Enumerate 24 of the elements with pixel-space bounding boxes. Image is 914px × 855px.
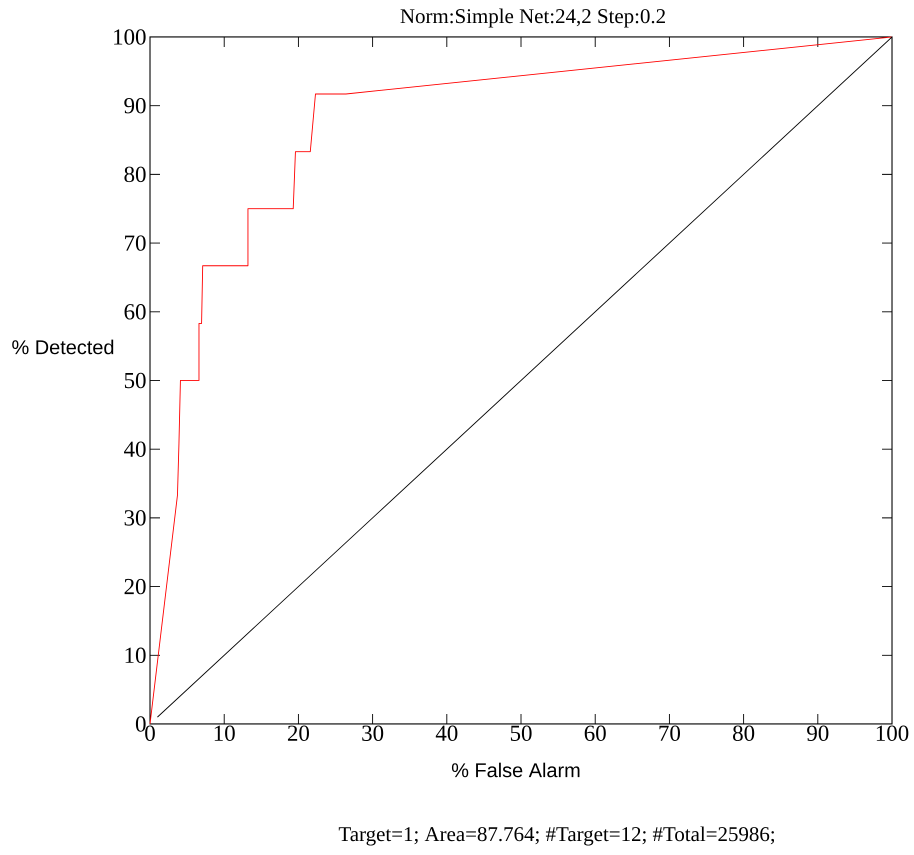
x-tick-label: 70 — [659, 725, 680, 741]
y-tick-label: 50 — [124, 372, 146, 388]
text: Target=1; Area=87.764; #Target=12; #Total=25986; — [338, 826, 774, 846]
x-tick-label: 30 — [362, 725, 384, 741]
x-tick-label: 60 — [584, 725, 606, 741]
y-tick-label: 30 — [124, 510, 146, 526]
x-tick-label: 10 — [214, 725, 235, 741]
y-tick-label: 70 — [125, 235, 146, 251]
y-tick-label: 80 — [124, 166, 146, 182]
x-tick-label: 80 — [733, 725, 754, 741]
x-tick-label: 50 — [510, 725, 532, 741]
y-tick-label: 90 — [124, 98, 146, 114]
x-tick-label: 40 — [436, 725, 458, 741]
x-tick-label: 100 — [876, 725, 908, 741]
y-tick-label: 40 — [124, 441, 146, 457]
chart-title: Norm:Simple Net:24,2 Step:0.2 — [400, 8, 665, 28]
y-tick-label: 100 — [114, 29, 146, 45]
x-axis-title: % False Alarm — [452, 762, 580, 778]
y-tick-label: 10 — [126, 648, 146, 664]
y-tick-label: 60 — [124, 304, 146, 320]
y-tick-label: 20 — [124, 578, 146, 594]
x-tick-label: 90 — [807, 725, 828, 741]
y-axis-title: % Detected — [12, 340, 114, 354]
x-tick-label: 20 — [288, 725, 310, 741]
